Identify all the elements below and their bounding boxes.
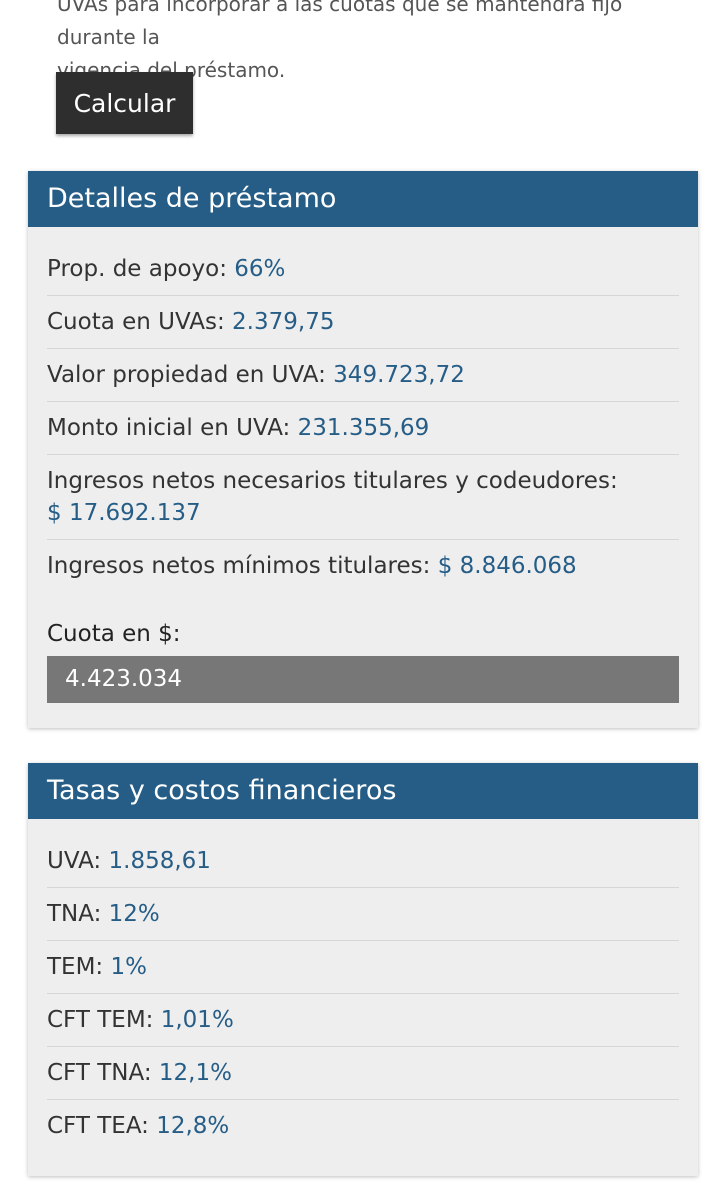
rate-row-cft-tea: CFT TEA: 12,8% (47, 1100, 679, 1152)
detail-row-property-value-uva: Valor propiedad en UVA: 349.723,72 (47, 349, 679, 402)
rate-label: TEM: (47, 954, 104, 980)
detail-value: 2.379,75 (232, 309, 335, 335)
rate-value: 12,8% (156, 1113, 230, 1139)
rate-row-tna: TNA: 12% (47, 888, 679, 941)
rate-label: UVA: (47, 848, 102, 874)
detail-value: $ 8.846.068 (437, 553, 577, 579)
detail-value: $ 17.692.137 (47, 500, 201, 526)
detail-label: Ingresos netos mínimos titulares: (47, 553, 431, 579)
detail-value: 231.355,69 (297, 415, 430, 441)
loan-details-panel: Detalles de préstamo Prop. de apoyo: 66%… (28, 171, 698, 728)
rate-value: 12,1% (158, 1060, 232, 1086)
detail-row-initial-amount-uva: Monto inicial en UVA: 231.355,69 (47, 402, 679, 455)
detail-label: Ingresos netos necesarios titulares y co… (47, 468, 618, 494)
rates-costs-title: Tasas y costos financieros (28, 763, 698, 819)
rate-row-cft-tem: CFT TEM: 1,01% (47, 994, 679, 1047)
rate-label: TNA: (47, 901, 102, 927)
detail-row-required-net-income: Ingresos netos necesarios titulares y co… (47, 455, 679, 540)
calculate-button[interactable]: Calcular (56, 72, 193, 134)
description-line-1: UVAs para incorporar a las cuotas que se… (57, 0, 623, 49)
rate-value: 1.858,61 (108, 848, 211, 874)
rate-row-tem: TEM: 1% (47, 941, 679, 994)
detail-value: 349.723,72 (333, 362, 465, 388)
detail-row-minimum-net-income: Ingresos netos mínimos titulares: $ 8.84… (47, 540, 679, 592)
detail-label: Prop. de apoyo: (47, 256, 227, 282)
rate-label: CFT TNA: (47, 1060, 152, 1086)
rate-value: 12% (108, 901, 160, 927)
detail-row-support-proportion: Prop. de apoyo: 66% (47, 243, 679, 296)
detail-label: Monto inicial en UVA: (47, 415, 291, 441)
rate-label: CFT TEM: (47, 1007, 154, 1033)
detail-row-uva-installment: Cuota en UVAs: 2.379,75 (47, 296, 679, 349)
rate-label: CFT TEA: (47, 1113, 149, 1139)
rate-row-cft-tna: CFT TNA: 12,1% (47, 1047, 679, 1100)
rate-value: 1% (110, 954, 148, 980)
detail-label: Valor propiedad en UVA: (47, 362, 326, 388)
rates-costs-panel: Tasas y costos financieros UVA: 1.858,61… (28, 763, 698, 1176)
installment-pesos-field: 4.423.034 (47, 656, 679, 703)
detail-value: 66% (234, 256, 286, 282)
detail-label: Cuota en UVAs: (47, 309, 225, 335)
rate-row-uva: UVA: 1.858,61 (47, 835, 679, 888)
loan-details-title: Detalles de préstamo (28, 171, 698, 227)
installment-pesos-label: Cuota en $: (47, 621, 181, 647)
rate-value: 1,01% (160, 1007, 234, 1033)
